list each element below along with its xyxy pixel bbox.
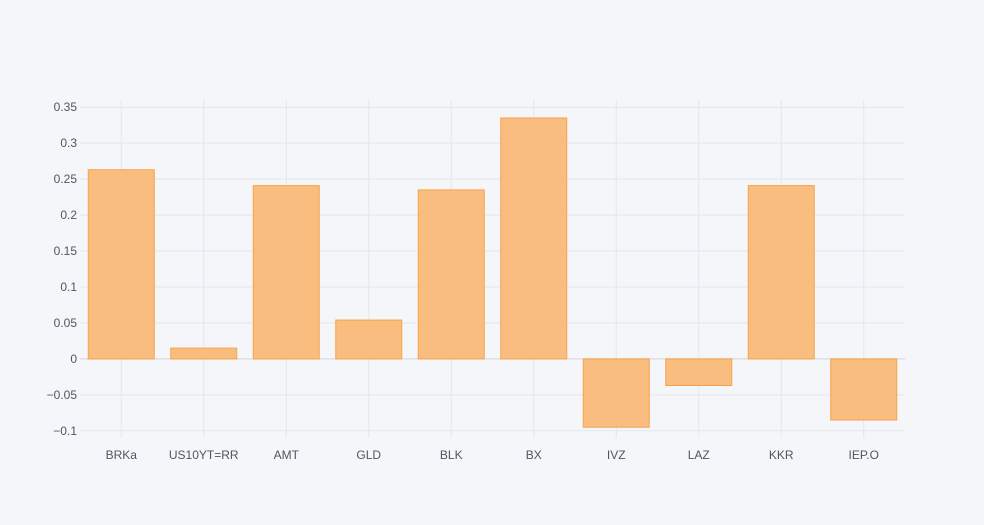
y-tick-label: −0.05 bbox=[47, 388, 78, 402]
bar-gld[interactable] bbox=[335, 319, 403, 360]
y-tick-label: 0.1 bbox=[60, 280, 77, 294]
y-tick-label: 0.35 bbox=[54, 100, 78, 114]
y-tick-label: 0.2 bbox=[60, 208, 77, 222]
y-tick-label: 0.05 bbox=[54, 316, 78, 330]
bar-layer bbox=[87, 117, 898, 428]
x-tick-label: IVZ bbox=[607, 448, 626, 462]
bar-iep-o[interactable] bbox=[830, 358, 898, 421]
bar-us10yt-rr[interactable] bbox=[170, 347, 238, 360]
y-tick-label: 0.25 bbox=[54, 172, 78, 186]
bar-blk[interactable] bbox=[417, 189, 485, 360]
x-tick-label: AMT bbox=[274, 448, 300, 462]
x-tick-label: BX bbox=[526, 448, 542, 462]
bar-kkr[interactable] bbox=[747, 185, 815, 360]
x-axis: BRKa US10YT=RR AMT GLD BLK BX IVZ LAZ KKR IEP.O bbox=[106, 448, 879, 462]
bar-bx[interactable] bbox=[500, 117, 568, 360]
bar-ivz[interactable] bbox=[582, 358, 650, 428]
bar-laz[interactable] bbox=[665, 358, 733, 387]
y-tick-label: 0.3 bbox=[60, 136, 77, 150]
x-tick-label: LAZ bbox=[688, 448, 710, 462]
y-tick-label: 0 bbox=[70, 352, 77, 366]
bar-amt[interactable] bbox=[252, 185, 320, 360]
x-tick-label: KKR bbox=[769, 448, 794, 462]
x-tick-label: BLK bbox=[440, 448, 463, 462]
bar-brka[interactable] bbox=[87, 169, 155, 360]
x-tick-label: US10YT=RR bbox=[169, 448, 239, 462]
x-tick-label: IEP.O bbox=[849, 448, 879, 462]
x-tick-label: BRKa bbox=[106, 448, 138, 462]
y-axis: −0.1 −0.05 0 0.05 0.1 0.15 0.2 0.25 0.3 0.35 bbox=[47, 100, 78, 438]
y-tick-label: 0.15 bbox=[54, 244, 78, 258]
x-tick-label: GLD bbox=[356, 448, 381, 462]
y-tick-label: −0.1 bbox=[53, 424, 77, 438]
